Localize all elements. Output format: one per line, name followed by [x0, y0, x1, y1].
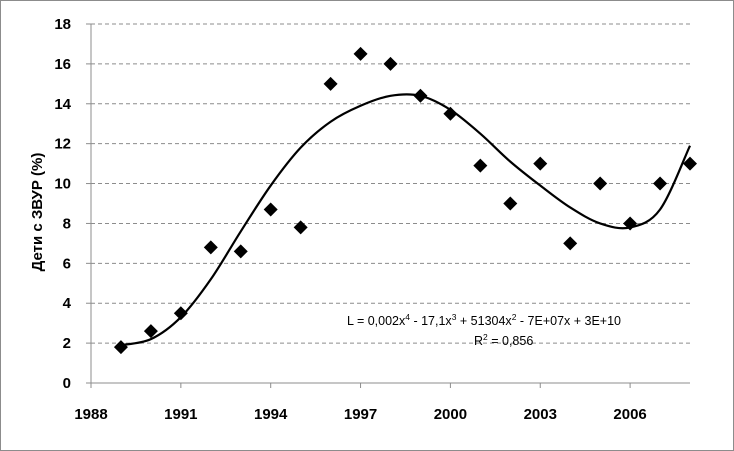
data-point-2006: [623, 216, 638, 231]
data-point-2000: [443, 106, 458, 121]
data-point-2004: [563, 236, 578, 251]
equation-text: + 51304x: [456, 314, 512, 328]
equation-exponent: 3: [452, 312, 457, 322]
data-point-1993: [233, 244, 248, 259]
data-points: [113, 46, 697, 355]
data-point-1994: [263, 202, 278, 217]
y-tick-label: 18: [54, 16, 71, 33]
trendline-equation: L = 0,002x4 - 17,1x3 + 51304x2 - 7E+07x …: [347, 312, 621, 328]
data-point-1998: [383, 56, 398, 71]
data-point-1995: [293, 220, 308, 235]
x-tick-labels: 1988 1991 1994 1997 2000 2003 2006: [74, 406, 646, 423]
equation-exponent: 2: [512, 312, 517, 322]
trendline: [120, 93, 691, 347]
data-point-1997: [353, 46, 368, 61]
data-point-2001: [473, 158, 488, 173]
y-tick-label: 8: [63, 215, 71, 232]
y-tick-label: 0: [63, 375, 71, 392]
r-squared-exponent: 2: [483, 332, 488, 342]
y-tick-label: 6: [63, 255, 71, 272]
equation-exponent: 4: [405, 312, 410, 322]
data-point-2008: [683, 156, 697, 171]
data-point-2007: [653, 176, 668, 191]
data-point-1996: [323, 76, 338, 91]
y-tick-label: 14: [54, 96, 71, 113]
data-point-1989: [113, 340, 128, 355]
data-point-1992: [203, 240, 218, 255]
y-tick-label: 16: [54, 56, 71, 73]
x-tick-label: 2003: [524, 406, 557, 423]
axes: [86, 23, 690, 388]
data-point-2003: [533, 156, 548, 171]
data-point-2005: [593, 176, 608, 191]
y-tick-label: 12: [54, 136, 71, 153]
r-squared-text: R: [474, 334, 483, 348]
data-point-2002: [503, 196, 518, 211]
data-point-1990: [143, 324, 158, 339]
y-tick-label: 2: [63, 335, 71, 352]
r-squared-value: = 0,856: [488, 334, 534, 348]
equation-text: L = 0,002x: [347, 314, 406, 328]
x-tick-label: 2000: [434, 406, 467, 423]
x-tick-label: 1994: [254, 406, 288, 423]
equation-text: - 7E+07x + 3E+10: [516, 314, 621, 328]
y-tick-label: 10: [54, 176, 71, 193]
x-tick-label: 1997: [344, 406, 377, 423]
y-tick-labels: 0 2 4 6 8 10 12 14 16 18: [54, 16, 71, 392]
gridlines: [91, 23, 690, 344]
x-tick-label: 1991: [164, 406, 197, 423]
equation-text: - 17,1x: [410, 314, 452, 328]
x-tick-label: 2006: [613, 406, 646, 423]
data-point-1999: [413, 88, 428, 103]
r-squared-label: R2 = 0,856: [474, 332, 533, 348]
y-axis-label: Дети с ЗВУР (%): [29, 153, 46, 272]
data-point-1991: [173, 306, 188, 321]
x-tick-label: 1988: [74, 406, 107, 423]
y-tick-label: 4: [63, 295, 72, 312]
